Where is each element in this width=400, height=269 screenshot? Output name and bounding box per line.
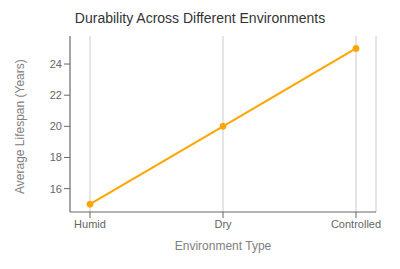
svg-text:18: 18 xyxy=(50,151,62,163)
svg-text:20: 20 xyxy=(50,120,62,132)
svg-text:Dry: Dry xyxy=(214,218,232,230)
svg-text:Average Lifespan (Years): Average Lifespan (Years) xyxy=(13,59,27,194)
svg-text:Humid: Humid xyxy=(74,218,106,230)
html-text:Durability Across Different En: Durability Across Different Environments xyxy=(74,10,326,26)
svg-text:Controlled: Controlled xyxy=(331,218,381,230)
svg-text:Environment Type: Environment Type xyxy=(175,239,272,253)
svg-text:16: 16 xyxy=(50,183,62,195)
svg-text:24: 24 xyxy=(50,58,62,70)
svg-text:22: 22 xyxy=(50,89,62,101)
